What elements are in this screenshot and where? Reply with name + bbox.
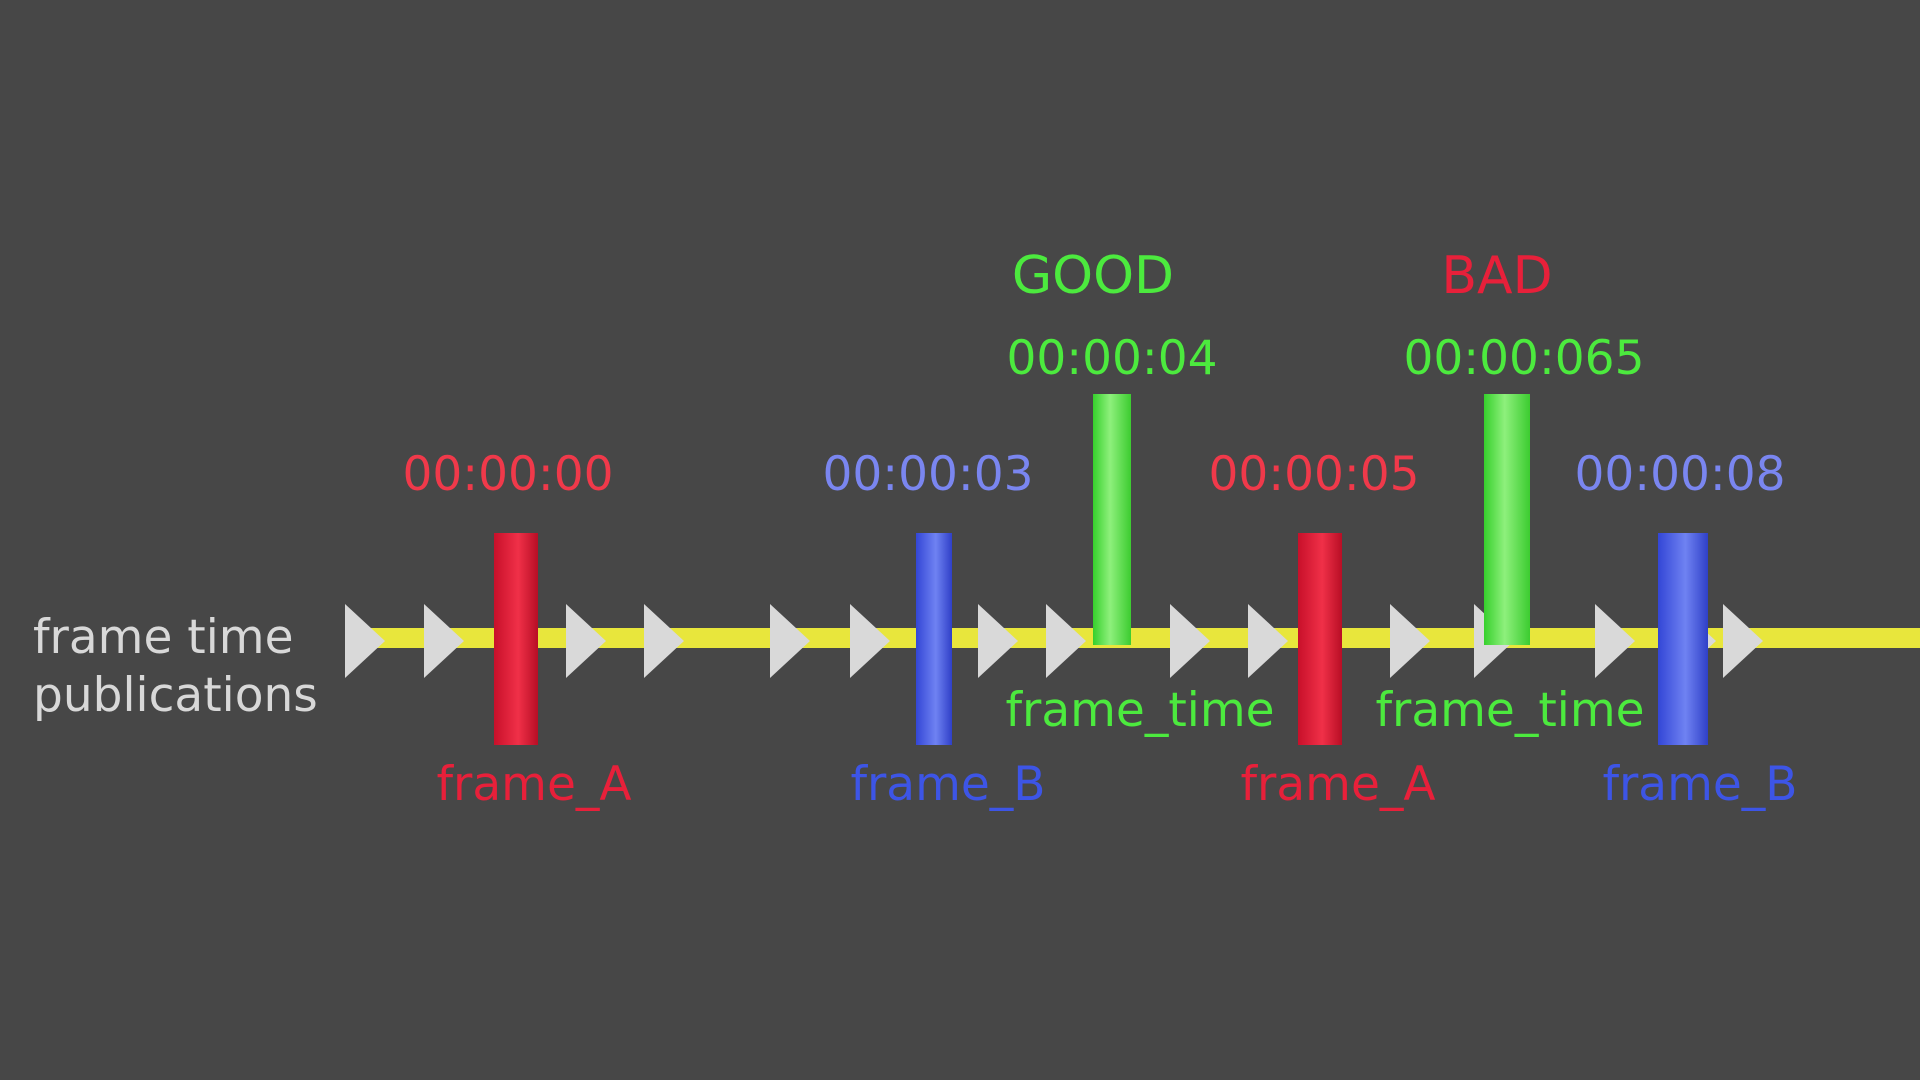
frame-time-good-verdict: GOOD <box>1012 246 1174 306</box>
frame-time-bad-group: BAD 00:00:065 frame_time <box>1375 246 1644 738</box>
arrow-marker <box>1046 604 1086 678</box>
arrow-marker <box>1248 604 1288 678</box>
frame-a-1-bar <box>494 533 538 745</box>
frame-a-2-group: 00:00:05 frame_A <box>1208 447 1435 812</box>
frame-a-1-time: 00:00:00 <box>402 447 613 502</box>
row-label-line1: frame time <box>33 610 294 665</box>
arrow-marker <box>566 604 606 678</box>
arrow-marker <box>1170 604 1210 678</box>
frame-time-bad-bar <box>1484 394 1530 645</box>
arrow-marker <box>850 604 890 678</box>
frame-b-1-label: frame_B <box>850 757 1045 812</box>
frame-b-2-time: 00:00:08 <box>1574 447 1785 502</box>
frame-b-2-group: 00:00:08 frame_B <box>1574 447 1797 812</box>
arrow-marker <box>345 604 385 678</box>
frame-time-bad-label: frame_time <box>1375 683 1644 738</box>
arrow-marker <box>770 604 810 678</box>
frame-a-1-label: frame_A <box>436 757 631 812</box>
frame-time-good-time: 00:00:04 <box>1006 331 1217 386</box>
frame-b-1-group: 00:00:03 frame_B <box>822 447 1045 812</box>
arrow-marker <box>424 604 464 678</box>
frame-time-good-group: GOOD 00:00:04 frame_time <box>1005 246 1274 738</box>
arrow-marker <box>1723 604 1763 678</box>
frame-a-2-bar <box>1298 533 1342 745</box>
frame-time-bad-time: 00:00:065 <box>1404 331 1645 386</box>
arrow-marker <box>644 604 684 678</box>
frame-a-2-time: 00:00:05 <box>1208 447 1419 502</box>
frame-time-bad-verdict: BAD <box>1441 246 1552 306</box>
row-label-line2: publications <box>33 668 318 723</box>
frame-b-2-bar <box>1658 533 1708 745</box>
frame-b-1-bar <box>916 533 952 745</box>
frame-b-2-label: frame_B <box>1602 757 1797 812</box>
frame-a-1-group: 00:00:00 frame_A <box>402 447 631 812</box>
frame-time-good-bar <box>1093 394 1131 645</box>
frame-a-2-label: frame_A <box>1240 757 1435 812</box>
arrow-marker <box>1390 604 1430 678</box>
arrow-marker <box>1595 604 1635 678</box>
arrow-marker <box>978 604 1018 678</box>
frame-time-good-label: frame_time <box>1005 683 1274 738</box>
frame-b-1-time: 00:00:03 <box>822 447 1033 502</box>
